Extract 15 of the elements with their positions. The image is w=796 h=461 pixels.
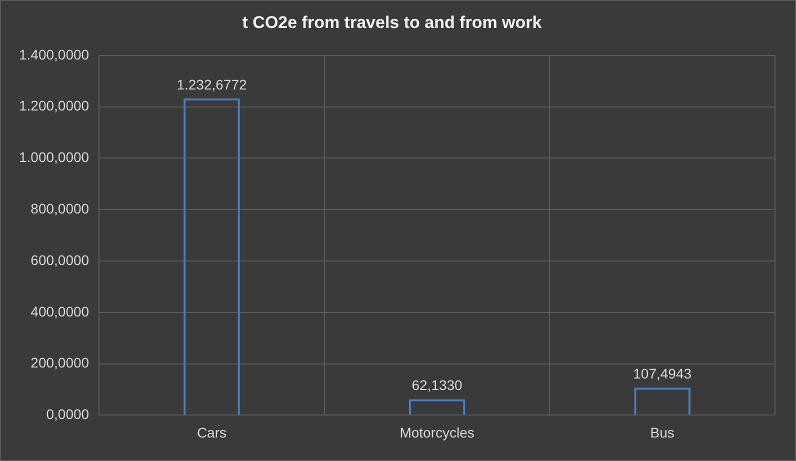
data-label: 1.232,6772 [176,76,247,92]
y-tick-label: 1.400,0000 [18,46,90,62]
y-tick-label: 1.200,0000 [18,98,90,114]
chart-title: t CO2e from travels to and from work [242,12,542,32]
y-tick-label: 400,0000 [30,303,90,320]
data-label: 107,4943 [633,365,692,382]
x-tick-label: Cars [196,424,227,440]
y-tick-label: 800,0000 [30,200,90,216]
x-tick-label: Motorcycles [400,424,474,440]
y-tick-label: 1.000,0000 [18,149,90,166]
y-tick-label: 200,0000 [30,354,90,371]
data-label: 62,1330 [412,377,463,394]
y-tick-label: 600,0000 [30,252,90,268]
x-tick-label: Bus [650,424,674,440]
y-tick-label: 0,0000 [46,406,90,422]
